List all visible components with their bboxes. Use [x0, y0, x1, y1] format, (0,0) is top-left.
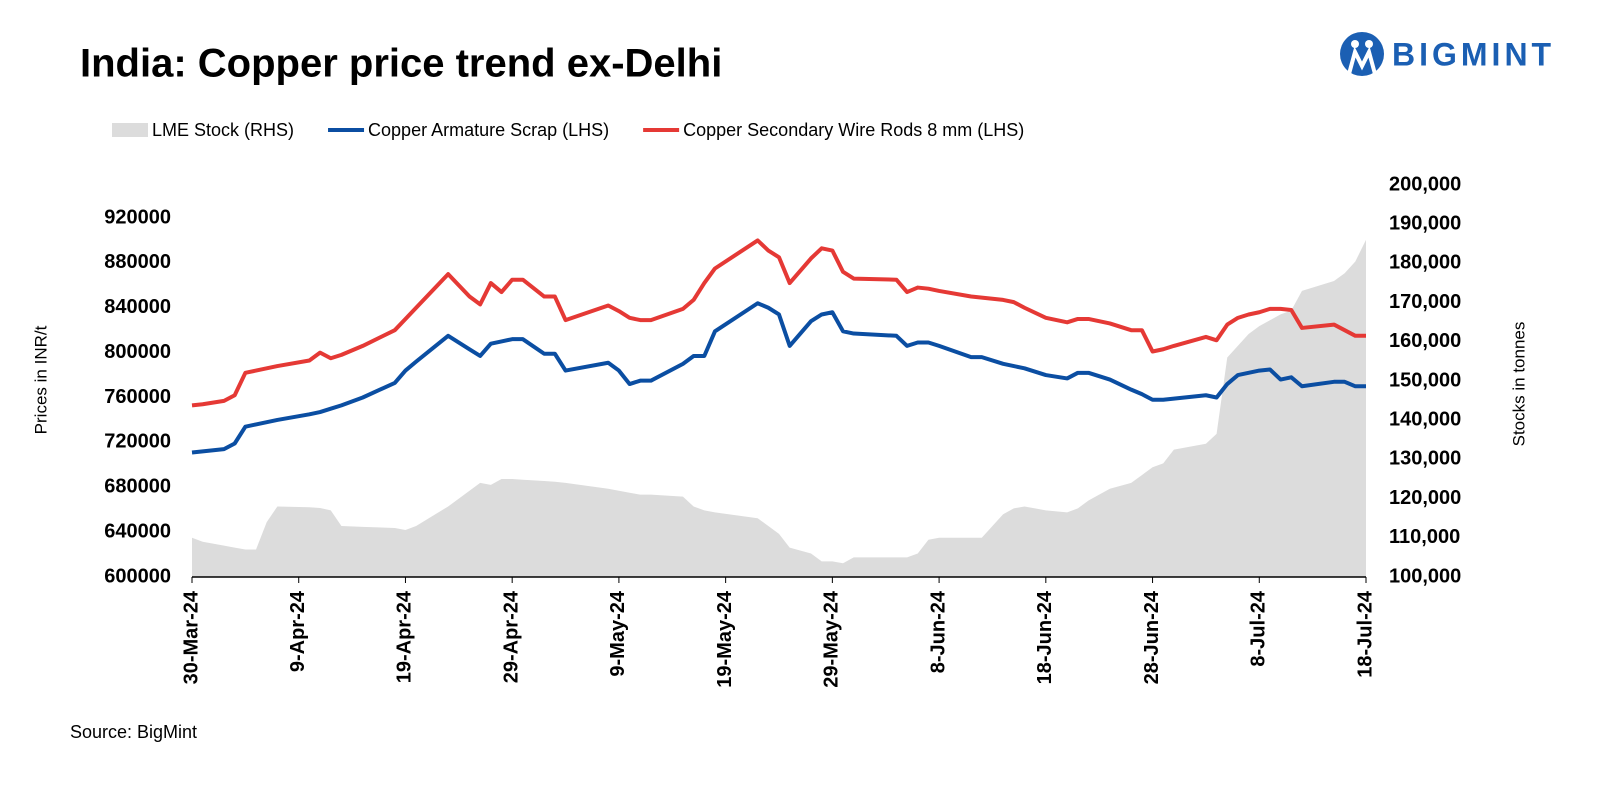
- legend-label: Copper Secondary Wire Rods 8 mm (LHS): [683, 120, 1024, 140]
- legend-item: Copper Secondary Wire Rods 8 mm (LHS): [643, 120, 1024, 140]
- legend-label: Copper Armature Scrap (LHS): [368, 120, 609, 140]
- logo-icon-dot: [1365, 40, 1373, 48]
- y2-tick-label: 160,000: [1389, 330, 1461, 352]
- x-tick-label: 19-Apr-24: [394, 590, 416, 683]
- x-tick-label: 18-Jun-24: [1034, 590, 1056, 684]
- y-tick-label: 720000: [104, 431, 171, 453]
- x-tick-label: 9-Apr-24: [287, 590, 309, 672]
- chart-title: India: Copper price trend ex-Delhi: [80, 42, 722, 86]
- x-tick-label: 30-Mar-24: [180, 590, 202, 684]
- y-tick-label: 680000: [104, 476, 171, 498]
- x-tick-label: 28-Jun-24: [1141, 590, 1163, 684]
- logo-text: BIGMINT: [1392, 36, 1555, 72]
- x-tick-label: 18-Jul-24: [1354, 590, 1376, 678]
- y2-tick-label: 190,000: [1389, 212, 1461, 234]
- y-tick-label: 800000: [104, 341, 171, 363]
- y2-tick-label: 100,000: [1389, 565, 1461, 587]
- logo-icon-figure: [1347, 46, 1377, 75]
- legend-item: LME Stock (RHS): [112, 120, 294, 140]
- line-series: [191, 238, 1366, 408]
- y2-tick-label: 110,000: [1389, 526, 1460, 548]
- legend-label: LME Stock (RHS): [152, 120, 294, 140]
- y-tick-label: 760000: [104, 386, 171, 408]
- y2-tick-label: 170,000: [1389, 291, 1461, 313]
- legend-swatch: [112, 123, 148, 137]
- plot-area: [191, 238, 1366, 577]
- y2-tick-label: 120,000: [1389, 487, 1461, 509]
- y2-tick-label: 180,000: [1389, 252, 1461, 274]
- y2-tick-label: 140,000: [1389, 408, 1461, 430]
- x-tick-label: 29-Apr-24: [500, 590, 522, 683]
- y-tick-label: 840000: [104, 296, 171, 318]
- source-note: Source: BigMint: [70, 722, 197, 742]
- x-tick-label: 29-May-24: [821, 590, 843, 688]
- x-tick-label: 19-May-24: [714, 590, 736, 688]
- y2-tick-label: 130,000: [1389, 448, 1461, 470]
- x-tick-label: 8-Jun-24: [927, 590, 949, 673]
- line-series: [191, 301, 1366, 455]
- area-series: [192, 239, 1366, 577]
- y2-tick-label: 150,000: [1389, 369, 1461, 391]
- logo: BIGMINT: [1340, 32, 1555, 76]
- y-tick-label: 880000: [104, 251, 171, 273]
- y-axis-label: Prices in INR/t: [31, 325, 50, 434]
- x-tick-label: 8-Jul-24: [1248, 590, 1270, 666]
- y-tick-label: 600000: [104, 565, 171, 587]
- y-tick-label: 640000: [104, 520, 171, 542]
- y-tick-label: 920000: [104, 206, 171, 228]
- y2-axis-label: Stocks in tonnes: [1509, 322, 1528, 447]
- y2-tick-label: 200,000: [1389, 173, 1461, 195]
- legend-item: Copper Armature Scrap (LHS): [328, 120, 609, 140]
- logo-icon-dot: [1351, 40, 1359, 48]
- x-tick-label: 9-May-24: [607, 590, 629, 676]
